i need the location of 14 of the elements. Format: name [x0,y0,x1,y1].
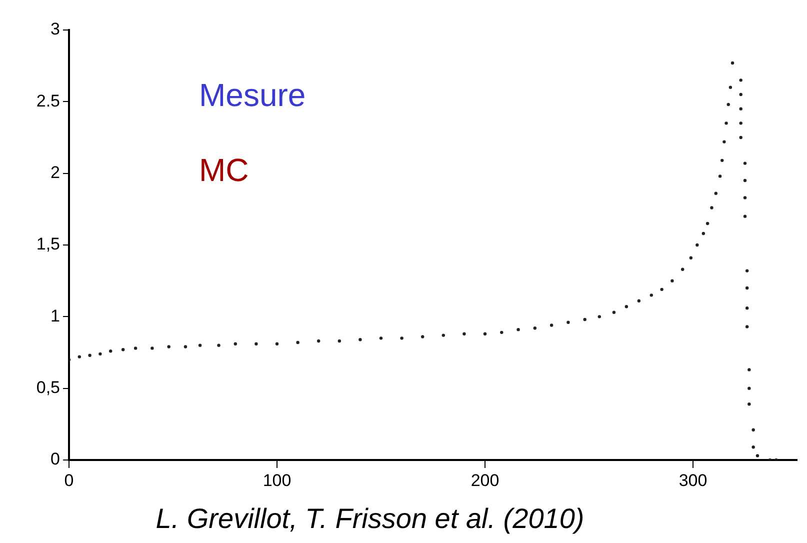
y-tick-label: 1,5 [36,234,60,254]
y-tick-label: 2.5 [36,91,60,110]
text: L. Grevillot, T. Frisson et al. (2010) [156,502,584,534]
y-tick-label: 2 [50,163,60,182]
y-tick-label: 0 [50,450,60,469]
y-tick-label: 0,5 [36,378,60,398]
annotation: Mesure [199,76,306,113]
annotation: MC [199,152,249,188]
y-tick-label: 3 [50,20,60,39]
x-tick-label: 100 [262,470,292,490]
y-tick-label: 1 [50,306,60,326]
x-tick-label: 0 [64,470,74,490]
x-tick-label: 300 [678,470,708,490]
x-tick-label: 200 [470,470,500,490]
